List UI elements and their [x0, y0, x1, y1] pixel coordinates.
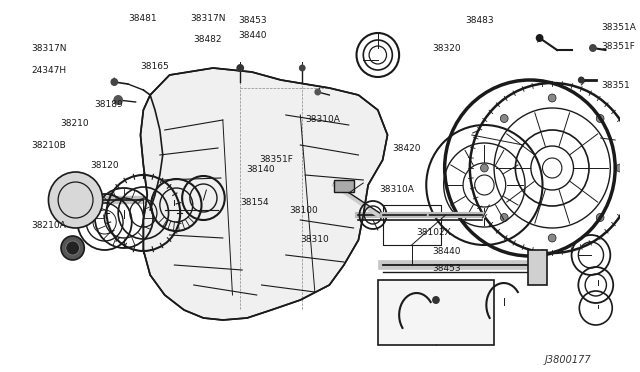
- Text: 38310: 38310: [301, 235, 330, 244]
- Text: 38483: 38483: [465, 16, 493, 25]
- Polygon shape: [378, 280, 494, 345]
- Text: 38210A: 38210A: [31, 221, 66, 230]
- Circle shape: [578, 77, 585, 83]
- Circle shape: [299, 64, 306, 71]
- Text: 38351F: 38351F: [602, 42, 636, 51]
- Text: 38100: 38100: [289, 206, 318, 215]
- Text: 38165: 38165: [141, 62, 170, 71]
- Text: 38210: 38210: [60, 119, 89, 128]
- Text: 38440: 38440: [239, 31, 268, 40]
- Polygon shape: [140, 68, 387, 320]
- Circle shape: [432, 296, 440, 304]
- Text: 38210B: 38210B: [31, 141, 66, 150]
- Text: 38320: 38320: [432, 44, 461, 53]
- Text: 38481: 38481: [128, 14, 157, 23]
- Text: 38317N: 38317N: [190, 14, 225, 23]
- Circle shape: [49, 172, 102, 228]
- Text: 38351A: 38351A: [602, 23, 636, 32]
- Text: 38453: 38453: [432, 264, 461, 273]
- Text: 38351F: 38351F: [259, 155, 293, 164]
- Circle shape: [500, 214, 508, 221]
- Text: 38482: 38482: [193, 35, 222, 44]
- Circle shape: [236, 64, 244, 72]
- Circle shape: [481, 164, 488, 172]
- Circle shape: [314, 89, 321, 96]
- Text: 38317N: 38317N: [31, 44, 67, 53]
- Circle shape: [589, 44, 596, 52]
- Polygon shape: [528, 250, 547, 285]
- Circle shape: [596, 214, 604, 221]
- Text: 38154: 38154: [240, 198, 269, 207]
- Circle shape: [61, 236, 84, 260]
- Text: 38440: 38440: [432, 247, 461, 256]
- Text: 38120: 38120: [90, 161, 118, 170]
- Text: 38351: 38351: [602, 81, 630, 90]
- Text: 38310A: 38310A: [305, 115, 340, 124]
- Circle shape: [113, 95, 123, 105]
- Text: 38189: 38189: [94, 100, 123, 109]
- Text: 24347H: 24347H: [31, 66, 66, 75]
- Circle shape: [616, 164, 624, 172]
- Text: 38453: 38453: [239, 16, 268, 25]
- Circle shape: [548, 234, 556, 242]
- Circle shape: [66, 241, 79, 255]
- Text: 38310A: 38310A: [380, 185, 414, 194]
- Circle shape: [548, 94, 556, 102]
- Text: J3800177: J3800177: [544, 355, 591, 365]
- Text: 38420: 38420: [392, 144, 420, 153]
- Text: 38102X: 38102X: [417, 228, 451, 237]
- Polygon shape: [334, 180, 353, 192]
- Circle shape: [596, 115, 604, 122]
- Circle shape: [111, 78, 118, 86]
- Circle shape: [536, 34, 543, 42]
- Text: 38140: 38140: [246, 165, 275, 174]
- Circle shape: [500, 115, 508, 122]
